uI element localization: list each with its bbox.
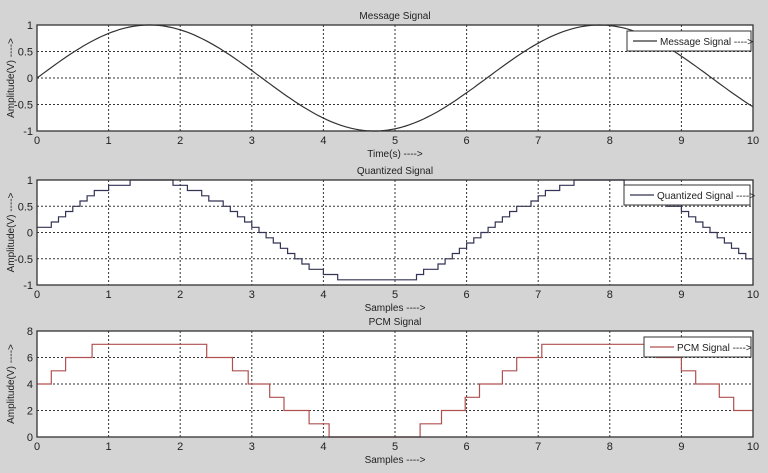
subplot-2: 0 1 2 3 4 5 6 7 8 9 10 -1 -0.5 0 0.5 1 Quantized Signal S…: [6, 166, 759, 314]
y-tick-label: 0.5: [18, 47, 33, 59]
x-tick-label: 10: [747, 289, 759, 301]
x-tick-label: 9: [678, 441, 684, 453]
x-tick-label: 1: [106, 441, 112, 453]
x-tick-label: 8: [607, 441, 613, 453]
y-axis-label: Amplitude(V) ---->: [6, 192, 17, 272]
x-axis-label: Samples ---->: [365, 455, 426, 466]
x-tick-label: 6: [464, 289, 470, 301]
x-tick-label: 1: [106, 289, 112, 301]
x-tick-label: 8: [607, 289, 613, 301]
x-tick-label: 0: [34, 135, 40, 147]
x-tick-label: 7: [535, 289, 541, 301]
y-tick-label: -0.5: [14, 100, 33, 112]
x-axis-label: Samples ---->: [365, 303, 426, 314]
x-tick-label: 3: [249, 289, 255, 301]
x-tick-label: 0: [34, 289, 40, 301]
y-tick-label: -1: [23, 280, 33, 292]
x-tick-label: 5: [392, 289, 398, 301]
y-tick-label: 0: [27, 432, 33, 444]
axes-frame: [36, 24, 754, 132]
x-tick-label: 5: [392, 441, 398, 453]
y-tick-label: 1: [27, 175, 33, 187]
x-tick-label: 2: [177, 289, 183, 301]
x-tick-label: 3: [249, 135, 255, 147]
x-tick-label: 5: [392, 135, 398, 147]
x-tick-label: 6: [464, 135, 470, 147]
y-tick-label: 8: [27, 326, 33, 338]
subplot-title: Message Signal: [359, 11, 430, 22]
x-axis-label: Time(s) ---->: [367, 149, 423, 160]
x-tick-label: 6: [464, 441, 470, 453]
y-axis-label: Amplitude(V) ---->: [6, 344, 17, 424]
x-tick-label: 1: [106, 135, 112, 147]
subplot-1: 0 1 2 3 4 5 6 7 8 9 10 -1 -0.5 0 0.5 1 Message Signal Tim…: [6, 11, 759, 160]
legend-label: Quantized Signal ---->: [657, 191, 755, 202]
x-tick-label: 8: [607, 135, 613, 147]
y-tick-label: -1: [23, 126, 33, 138]
y-tick-label: 6: [27, 353, 33, 365]
x-tick-label: 2: [177, 441, 183, 453]
subplot-title: PCM Signal: [369, 317, 422, 328]
x-tick-label: 7: [535, 441, 541, 453]
y-tick-label: 0.5: [18, 201, 33, 213]
y-tick-label: -0.5: [14, 254, 33, 266]
axes-frame: [36, 330, 754, 438]
x-tick-label: 4: [320, 441, 326, 453]
y-axis-label: Amplitude(V) ---->: [6, 38, 17, 118]
legend-box: [623, 184, 751, 206]
x-tick-label: 9: [678, 289, 684, 301]
y-tick-label: 0: [27, 73, 33, 85]
subplot-title: Quantized Signal: [357, 166, 433, 177]
y-tick-label: 4: [27, 379, 33, 391]
x-tick-label: 10: [747, 441, 759, 453]
x-tick-label: 7: [535, 135, 541, 147]
x-tick-label: 4: [320, 135, 326, 147]
axes-frame: [36, 179, 754, 286]
x-tick-label: 9: [678, 135, 684, 147]
y-tick-label: 0: [27, 228, 33, 240]
subplot-3: 0 1 2 3 4 5 6 7 8 9 10 0 2 4 6 8 PCM Signal Samples ---->…: [6, 317, 759, 466]
x-tick-label: 10: [747, 135, 759, 147]
legend-box: [643, 336, 752, 358]
legend-box: [626, 30, 752, 52]
y-tick-label: 1: [27, 20, 33, 32]
x-tick-label: 2: [177, 135, 183, 147]
legend-label: Message Signal ---->: [660, 37, 753, 48]
legend-label: PCM Signal ---->: [677, 343, 752, 354]
x-tick-label: 0: [34, 441, 40, 453]
x-tick-label: 4: [320, 289, 326, 301]
x-tick-label: 3: [249, 441, 255, 453]
series-line: [37, 343, 753, 438]
y-tick-label: 2: [27, 406, 33, 418]
